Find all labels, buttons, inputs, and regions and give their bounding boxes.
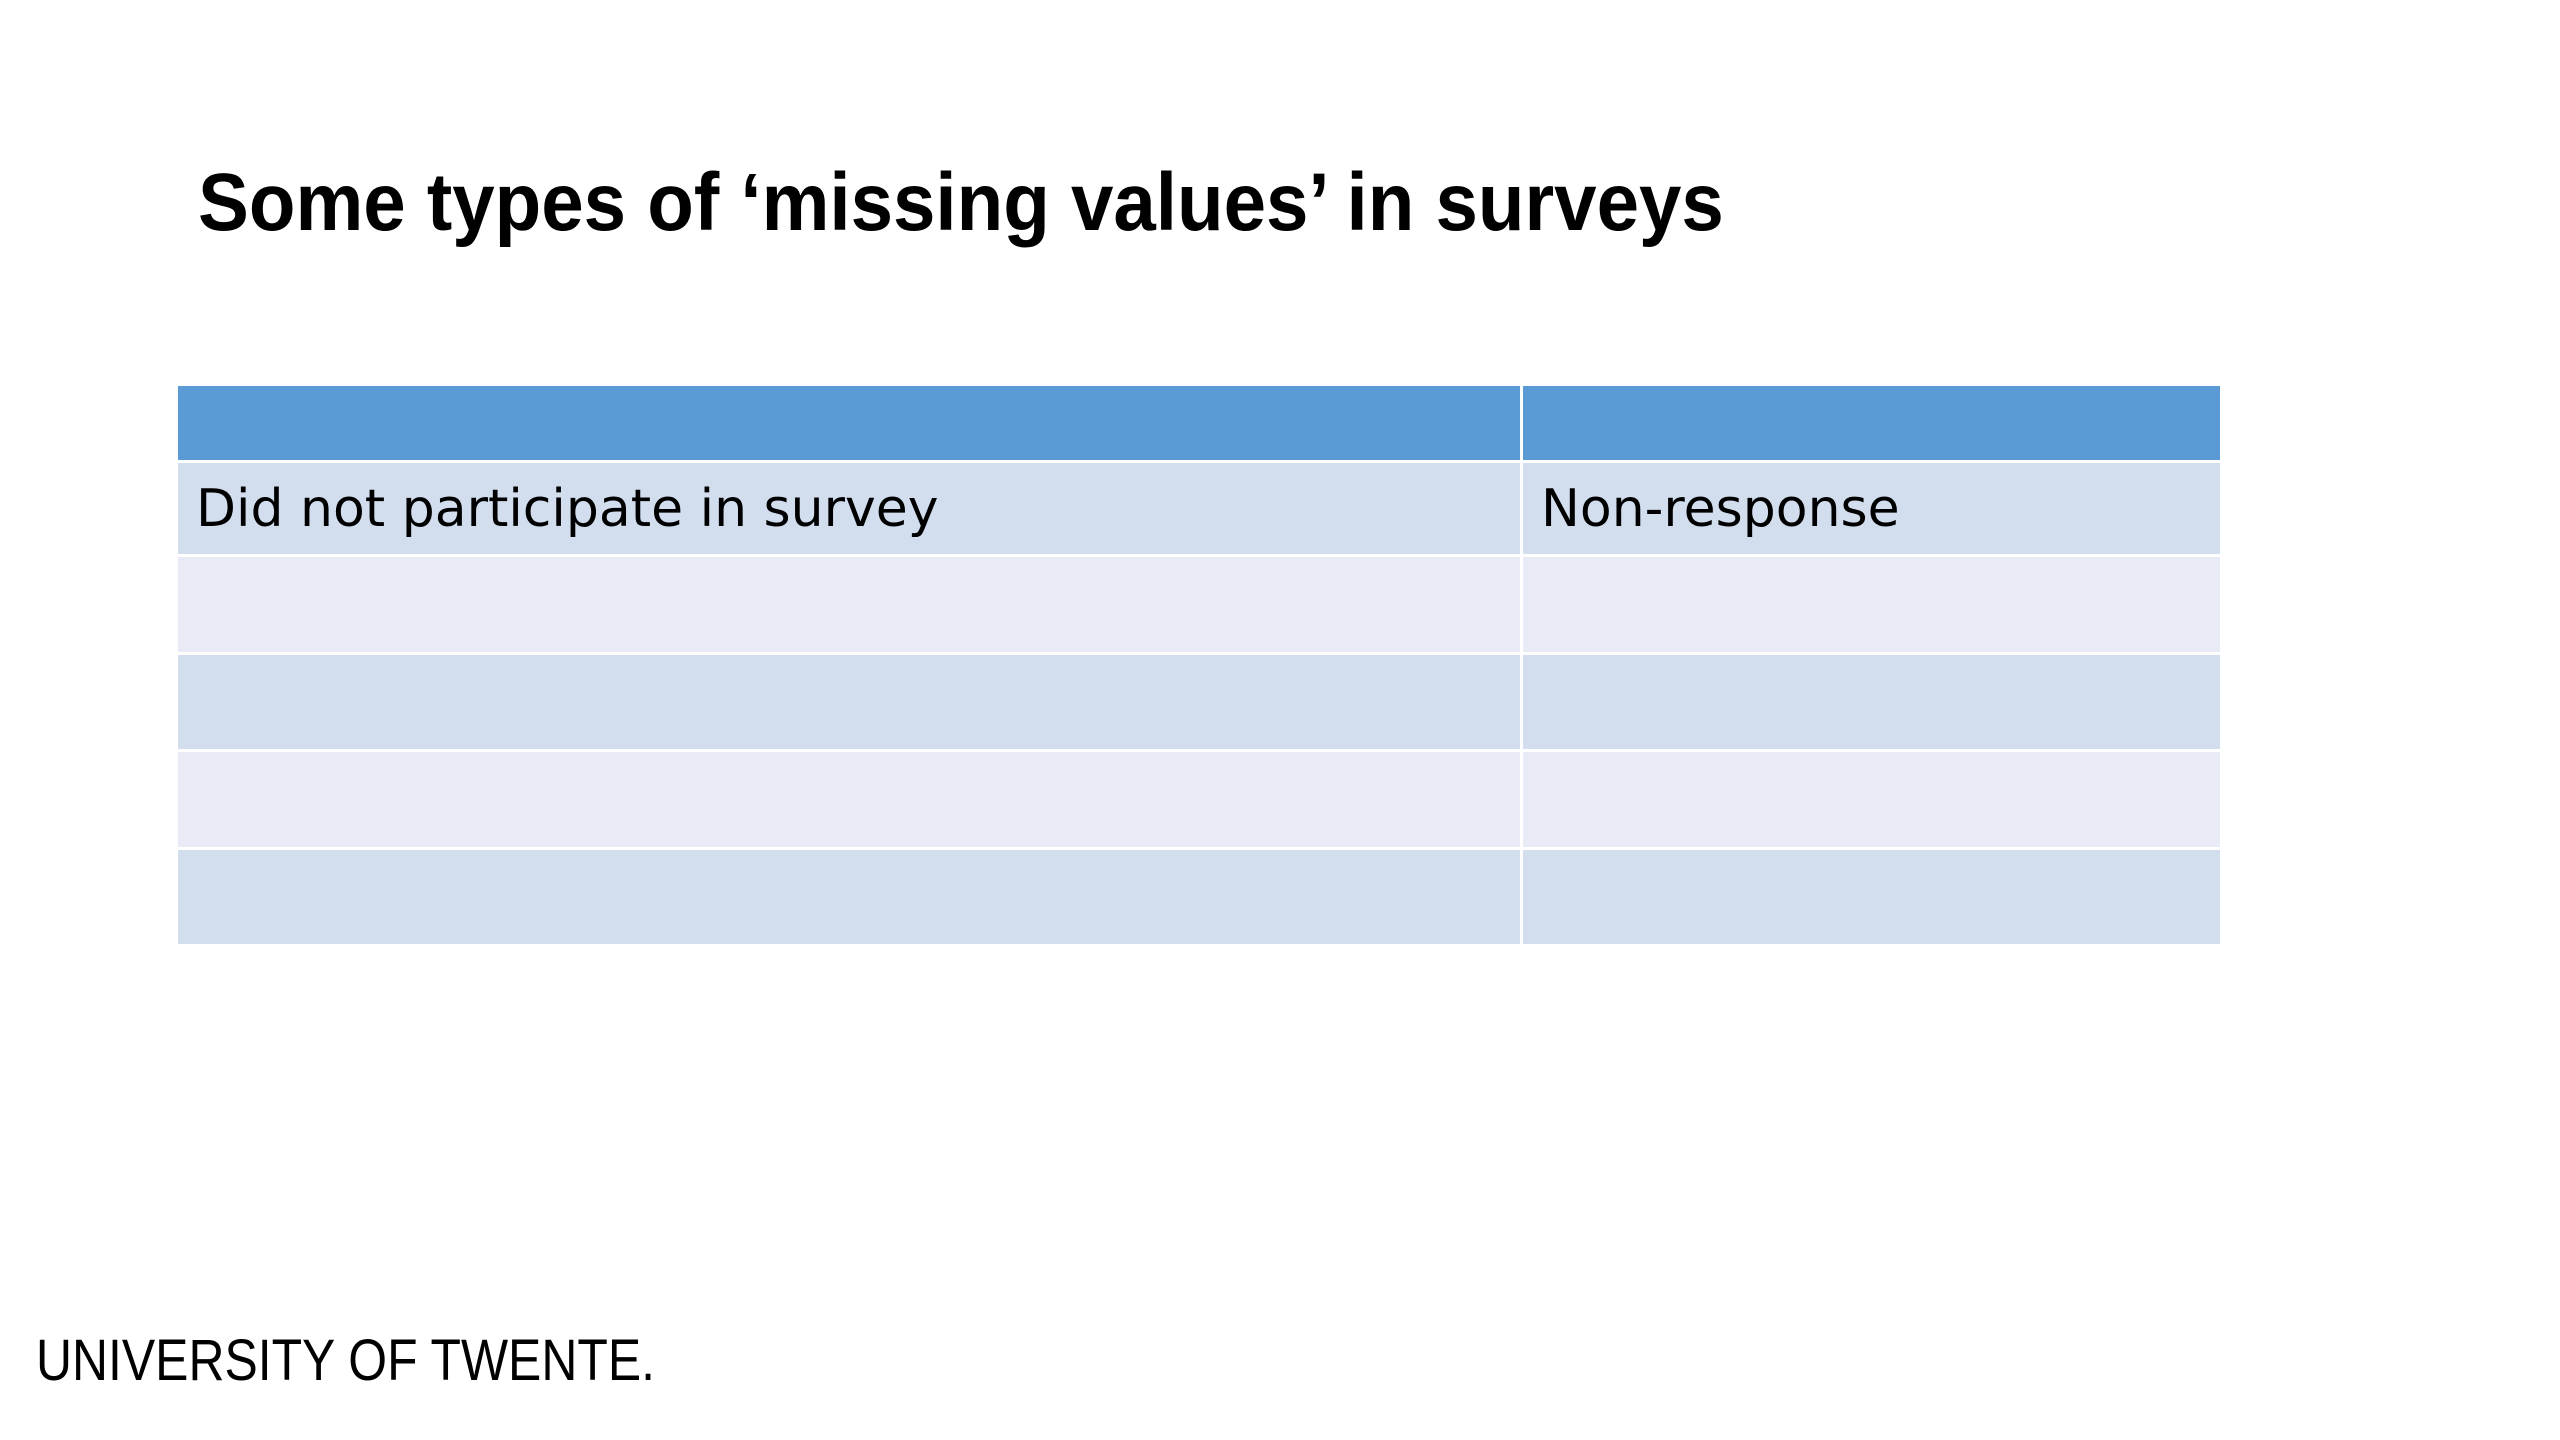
- table-cell: [178, 557, 1520, 652]
- header-cell: [1523, 386, 2220, 460]
- missing-values-table: Did not participate in survey Non-respon…: [178, 386, 2220, 944]
- slide-title: Some types of ‘missing values’ in survey…: [198, 157, 1724, 248]
- table-cell: [178, 752, 1520, 847]
- table-cell: Did not participate in survey: [178, 463, 1520, 554]
- table-cell: [178, 850, 1520, 944]
- header-cell: [178, 386, 1520, 460]
- table-cell: [1523, 557, 2220, 652]
- table-cell: [178, 655, 1520, 749]
- table-cell: [1523, 850, 2220, 944]
- table-cell: [1523, 655, 2220, 749]
- university-logo: UNIVERSITY OF TWENTE.: [36, 1328, 655, 1393]
- table-cell: [1523, 752, 2220, 847]
- table-cell: Non-response: [1523, 463, 2220, 554]
